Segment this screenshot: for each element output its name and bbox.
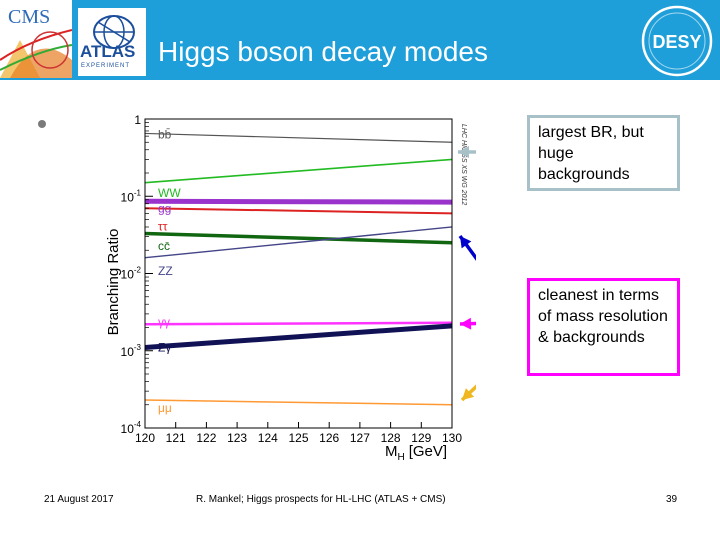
atlas-logo: ATLAS EXPERIMENT xyxy=(78,8,146,76)
series-line xyxy=(144,158,453,184)
callout-arrow xyxy=(458,234,476,261)
series-label: WW xyxy=(158,186,181,200)
callout-arrow xyxy=(460,384,476,402)
y-tick-label: 10-2 xyxy=(121,266,142,282)
series-label: ττ xyxy=(158,220,168,234)
atlas-logo-graphic xyxy=(93,15,135,49)
x-tick-label: 125 xyxy=(288,431,308,445)
y-tick-label: 1 xyxy=(134,113,141,127)
series-line xyxy=(144,198,453,205)
series-line xyxy=(144,321,453,326)
x-tick-label: 126 xyxy=(319,431,339,445)
plot-frame xyxy=(144,118,453,429)
side-label: LHC HIGGS XS WG 2012 xyxy=(460,124,467,205)
footer-presentation: R. Mankel; Higgs prospects for HL-LHC (A… xyxy=(196,494,446,505)
x-tick-label: 120 xyxy=(135,431,155,445)
cms-logo-text: CMS xyxy=(8,6,51,28)
x-axis-label-main: M xyxy=(385,443,398,460)
desy-logo-text: DESY xyxy=(652,32,701,52)
callout-arrow-head xyxy=(460,236,472,249)
x-tick-label: 123 xyxy=(227,431,247,445)
x-axis-label-sub: H xyxy=(397,452,404,463)
series-line xyxy=(144,207,453,215)
x-axis-label: MH [GeV] xyxy=(385,443,447,463)
series-line xyxy=(144,231,453,245)
footer-date: 21 August 2017 xyxy=(44,494,114,505)
series-label: cc̄ xyxy=(158,239,170,253)
series-label: gg xyxy=(158,201,171,215)
series-label: ZZ xyxy=(158,264,173,278)
callout-largest-br: largest BR, but huge backgrounds xyxy=(527,115,680,191)
callout-cleanest: cleanest in terms of mass resolution & b… xyxy=(527,278,680,376)
branching-ratio-chart: 120 121 122 123 124 125 126 127 128 129 130 1 10-1 10… xyxy=(105,113,476,463)
cms-logo-graphic xyxy=(0,29,73,78)
callout-arrow-head xyxy=(462,388,475,400)
atlas-logo-text: ATLAS xyxy=(80,42,136,61)
x-tick-label: 130 xyxy=(442,431,462,445)
y-tick-label: 10-3 xyxy=(121,343,142,359)
series-label: bb̄ xyxy=(158,127,172,141)
y-tick-label: 10-1 xyxy=(121,188,142,204)
y-axis-label: Branching Ratio xyxy=(105,229,122,336)
callout-arrow-head xyxy=(460,317,472,330)
series-line xyxy=(144,399,453,406)
callout-arrow-head xyxy=(458,146,469,158)
x-tick-label: 128 xyxy=(381,431,401,445)
x-tick-label: 121 xyxy=(166,431,186,445)
x-tick-label: 124 xyxy=(258,431,278,445)
x-tick-label: 127 xyxy=(350,431,370,445)
series-line xyxy=(144,132,453,143)
atlas-logo-subtext: EXPERIMENT xyxy=(81,63,131,69)
x-tick-label: 122 xyxy=(196,431,216,445)
desy-logo-graphic: DESY xyxy=(641,5,713,77)
callout-arrow xyxy=(459,321,476,326)
series-label: μμ xyxy=(158,401,172,415)
footer-page-number: 39 xyxy=(666,494,678,505)
cms-logo: CMS xyxy=(0,0,73,78)
x-tick-label: 129 xyxy=(411,431,431,445)
bullet-dot xyxy=(38,120,46,128)
desy-logo: DESY xyxy=(640,4,714,78)
x-axis-label-unit: [GeV] xyxy=(409,443,447,460)
y-tick-label: 10-4 xyxy=(121,420,142,436)
series-line xyxy=(144,226,453,259)
series-label: Zγ xyxy=(158,340,171,354)
series-label: γγ xyxy=(158,315,170,329)
series-line xyxy=(144,323,453,351)
page-title: Higgs boson decay modes xyxy=(158,36,488,67)
